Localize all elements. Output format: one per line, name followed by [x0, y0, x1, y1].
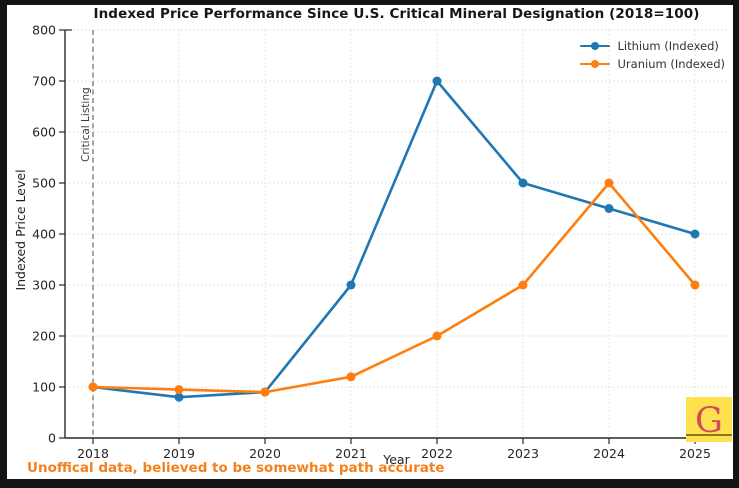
x-tick-label: 2022 — [421, 446, 453, 461]
y-tick-label: 200 — [32, 329, 56, 344]
legend-label: Uranium (Indexed) — [617, 57, 725, 71]
y-tick-label: 400 — [32, 227, 56, 242]
logo-baseline-rule — [686, 433, 732, 436]
data-point — [690, 280, 700, 290]
data-point — [518, 178, 528, 188]
y-tick-label: 600 — [32, 125, 56, 140]
data-point — [174, 385, 184, 395]
data-point — [346, 280, 356, 290]
series-line-0 — [92, 79, 696, 399]
data-point — [174, 392, 184, 402]
y-tick-label: 500 — [32, 176, 56, 191]
y-tick-label: 800 — [32, 23, 56, 38]
series-line-1 — [92, 181, 696, 394]
x-tick-label: 2025 — [679, 446, 711, 461]
data-point — [604, 204, 614, 213]
caption-text: Unoffical data, believed to be somewhat … — [27, 460, 445, 476]
y-tick-label: 100 — [32, 380, 56, 395]
x-axis-label: Year — [383, 452, 410, 467]
y-tick-label: 700 — [32, 74, 56, 89]
uranium-dot-icon — [590, 60, 599, 68]
uranium-line-marker-icon — [579, 60, 610, 68]
chart-title: Indexed Price Performance Since U.S. Cri… — [93, 6, 700, 22]
x-tick-label: 2021 — [335, 446, 367, 461]
lithium-dot-icon — [590, 42, 599, 50]
data-point — [432, 76, 442, 86]
x-tick-label: 2024 — [593, 446, 625, 461]
y-tick-label: 0 — [48, 431, 56, 446]
data-point — [346, 372, 356, 382]
data-point — [604, 178, 614, 188]
x-tick-label: 2019 — [163, 446, 195, 461]
data-point — [260, 387, 270, 397]
legend-item-uranium: Uranium (Indexed) — [579, 57, 725, 71]
legend-item-lithium: Lithium (Indexed) — [579, 39, 725, 53]
data-point — [690, 229, 700, 239]
lithium-line-marker-icon — [579, 42, 610, 50]
watermark-logo: G — [686, 397, 732, 442]
legend-label: Lithium (Indexed) — [617, 39, 719, 53]
y-tick-label: 300 — [32, 278, 56, 293]
x-tick-label: 2018 — [77, 446, 109, 461]
data-point — [88, 382, 98, 392]
logo-letter: G — [695, 401, 723, 441]
x-tick-label: 2020 — [249, 446, 281, 461]
legend: Lithium (Indexed) Uranium (Indexed) — [579, 39, 725, 71]
data-point — [432, 331, 442, 341]
data-point — [518, 280, 528, 290]
x-tick-label: 2023 — [507, 446, 539, 461]
